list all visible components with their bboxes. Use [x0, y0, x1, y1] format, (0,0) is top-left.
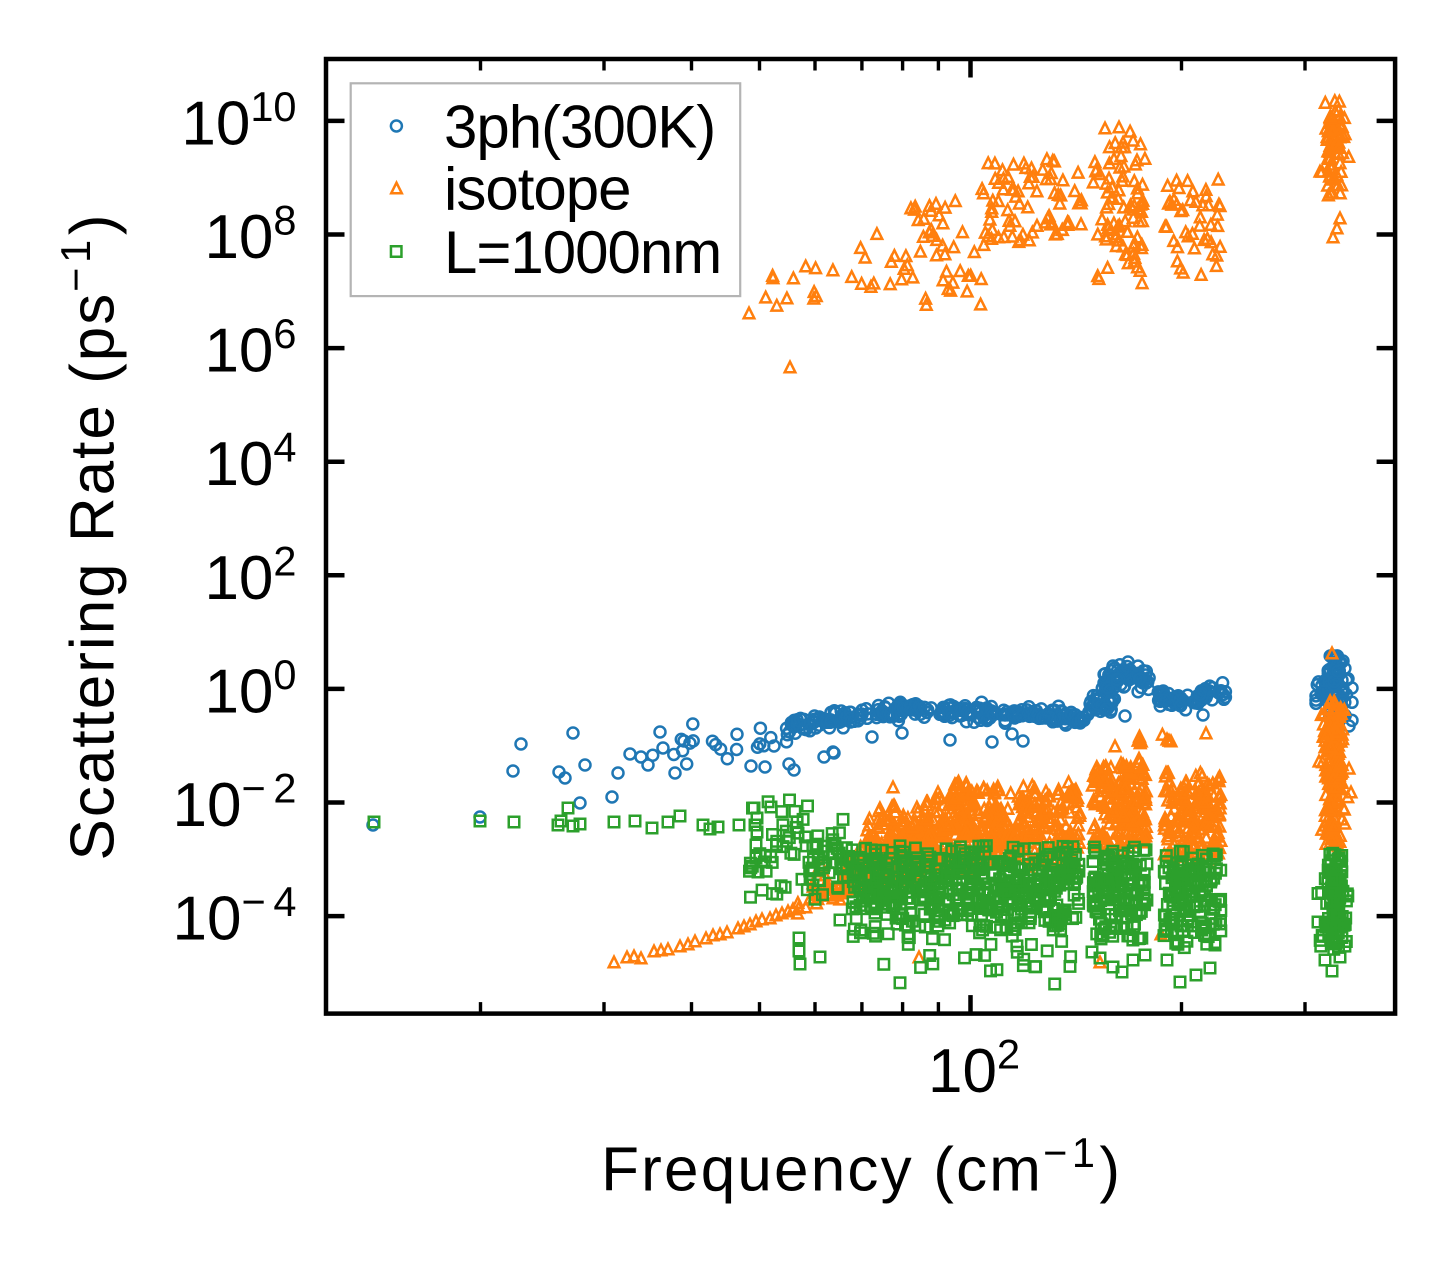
svg-text:Frequency (cm−1): Frequency (cm−1) — [601, 1129, 1122, 1205]
svg-text:Scattering Rate (ps−1): Scattering Rate (ps−1) — [52, 212, 128, 860]
svg-text:L=1000nm: L=1000nm — [444, 219, 721, 286]
svg-text:3ph(300K): 3ph(300K) — [444, 94, 715, 161]
svg-text:106: 106 — [204, 310, 296, 386]
svg-text:isotope: isotope — [444, 156, 630, 223]
